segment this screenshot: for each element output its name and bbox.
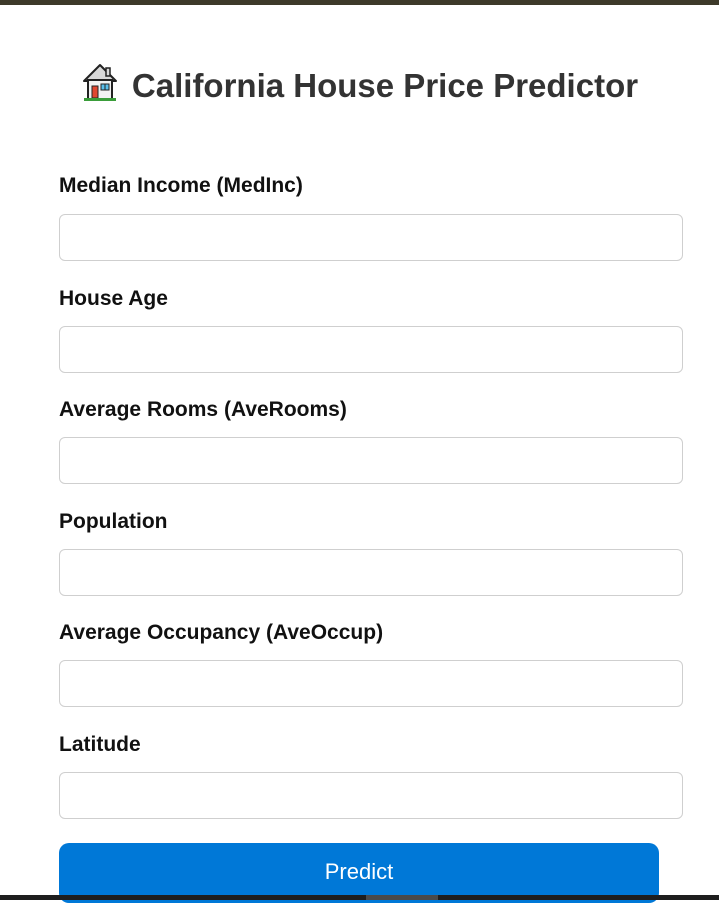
scrollbar-thumb[interactable] — [366, 895, 438, 900]
average-rooms-input[interactable] — [59, 437, 683, 484]
average-occupancy-label: Average Occupancy (AveOccup) — [59, 621, 384, 644]
window-bottom-bar — [0, 895, 719, 900]
latitude-input[interactable] — [59, 772, 683, 819]
median-income-input[interactable] — [59, 214, 683, 261]
house-icon — [82, 64, 117, 101]
latitude-label: Latitude — [59, 733, 141, 756]
average-occupancy-input[interactable] — [59, 660, 683, 707]
page-title-text: California House Price Predictor — [131, 67, 639, 104]
house-age-label: House Age — [59, 287, 168, 310]
average-rooms-label: Average Rooms (AveRooms) — [59, 398, 347, 421]
window-top-bar — [0, 0, 719, 5]
median-income-label: Median Income (MedInc) — [59, 174, 303, 197]
population-input[interactable] — [59, 549, 683, 596]
predictor-form-card: California House Price Predictor Median … — [0, 5, 719, 903]
population-label: Population — [59, 510, 168, 533]
house-age-input[interactable] — [59, 326, 683, 373]
predict-button[interactable]: Predict — [59, 843, 659, 903]
page-title: California House Price Predictor — [60, 62, 660, 107]
